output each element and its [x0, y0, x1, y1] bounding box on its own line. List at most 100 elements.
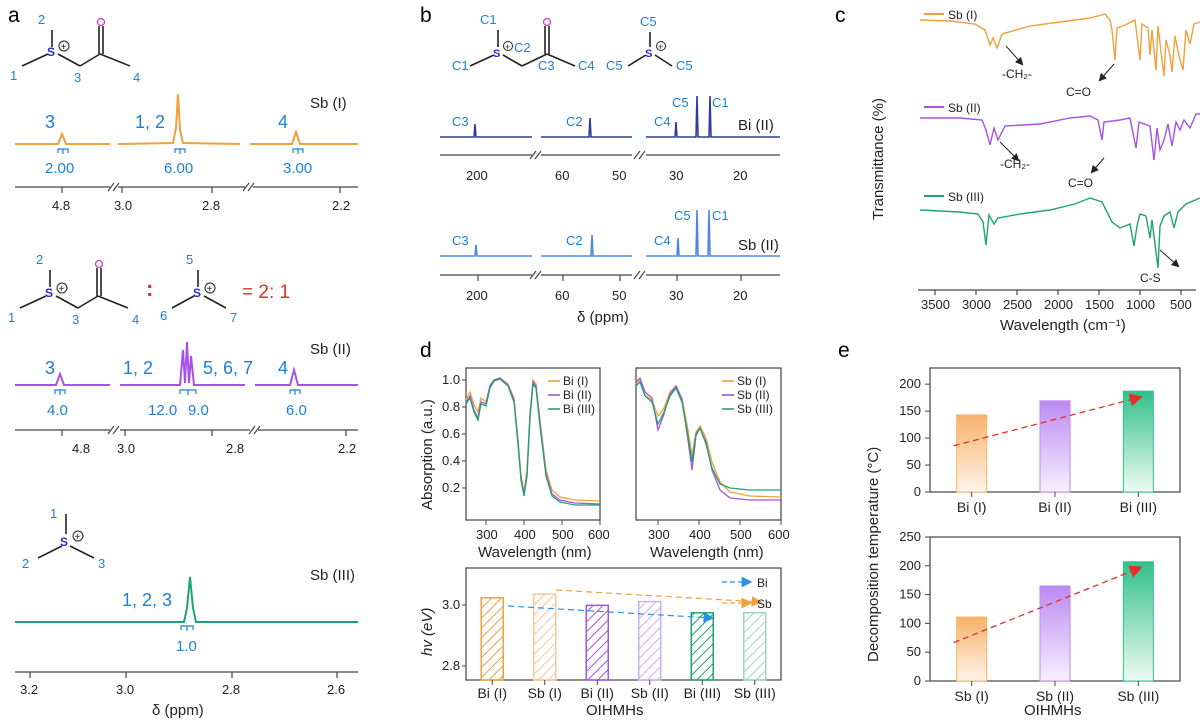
a-s1-peak: 1, 2: [135, 112, 165, 132]
a-s3-tick: 2.6: [327, 682, 345, 697]
b-tick: 30: [669, 168, 683, 183]
d-left-legend: Bi (I) Bi (II) Bi (III): [548, 374, 595, 416]
b-bi-peak: C3: [452, 114, 469, 129]
d-bar-category: Sb (I): [528, 685, 562, 701]
b-tick: 60: [555, 168, 569, 183]
b-molecules: [469, 26, 673, 67]
panel-b: S + S + C1 C2 C3 C4 C1 C5 C5 C5 Bi (II) …: [440, 12, 780, 326]
d-left-legend-item: Bi (I): [563, 374, 588, 388]
a-s3-peak: 1, 2, 3: [122, 590, 172, 610]
c-trace-sb1: [919, 13, 1200, 77]
a-s2-integral: 9.0: [188, 402, 209, 419]
c-tick: 3500: [921, 297, 950, 312]
e-bar: [1039, 585, 1071, 682]
d-bar-category: Bi (III): [684, 685, 721, 701]
e-category: Sb (I): [955, 688, 989, 704]
e-ytick-label: 150: [899, 403, 921, 418]
a-s3-tick: 3.0: [116, 682, 134, 697]
mol2-num: 4: [132, 312, 139, 327]
e-ytick-label: 0: [914, 673, 921, 688]
a-s2-peak: 4: [278, 358, 288, 378]
e-ytick-label: 50: [907, 457, 921, 472]
panel-e: Decomposition temperature (°C) Bi (I) Bi …: [865, 367, 1181, 719]
b-tick: 20: [733, 288, 747, 303]
panel-c: Transmittance (%) Sb (I) Sb (II) Sb (III…: [870, 8, 1200, 334]
b-sb-trace: [440, 209, 780, 257]
c-legend-sb1: Sb (I): [948, 8, 977, 22]
c-ann: C=O: [1068, 176, 1093, 190]
e-xlabel: OIHMHs: [1024, 702, 1082, 719]
b-tick: 60: [555, 288, 569, 303]
e-category: Sb (III): [1117, 688, 1159, 704]
c-axis: [918, 289, 1196, 295]
e-ytick-label: 200: [899, 376, 921, 391]
c-trace-sb2: [920, 113, 1200, 161]
d-bar: [690, 612, 714, 681]
a-s3-trace: [15, 576, 358, 623]
panel-label-d: d: [420, 339, 432, 362]
d-ytick: 0.2: [442, 480, 460, 495]
c-legend-sb2: Sb (II): [948, 101, 981, 115]
d-bar-ylabel: hv (eV): [419, 608, 436, 656]
d-left-xtick: 600: [588, 527, 610, 542]
mol2-num: 5: [186, 252, 193, 267]
mol1-num: 2: [38, 12, 45, 27]
b-sb-name: Sb (II): [738, 237, 779, 254]
d-right-legend-item: Sb (II): [737, 388, 770, 402]
b-bi-name: Bi (II): [738, 117, 774, 134]
e-trend-arrow: [953, 565, 1143, 644]
mol2-ratio: = 2: 1: [242, 282, 290, 303]
a-s2-integral: 4.0: [47, 402, 68, 419]
b-carbon-label: C4: [578, 58, 595, 73]
b-sb-peak: C1: [712, 208, 729, 223]
d-bar-axis: [462, 604, 466, 667]
panel-d: Absorption (a.u.) 1.0 0.8 0.6 0.4 0.2 30…: [419, 367, 790, 719]
d-right-legend-item: Sb (I): [737, 374, 766, 388]
d-bar-category: Bi (I): [477, 685, 507, 701]
mol2-num: 6: [160, 308, 167, 323]
b-bi-trace: [440, 95, 780, 138]
d-right-legend-item: Sb (III): [737, 402, 773, 416]
c-tick: 2000: [1044, 297, 1073, 312]
b-carbon-label: C2: [514, 40, 531, 55]
b-bi-peak: C2: [566, 114, 583, 129]
e-category: Bi (II): [1038, 499, 1071, 515]
molecule-1: [21, 26, 131, 67]
d-right-legend: Sb (I) Sb (II) Sb (III): [722, 374, 773, 416]
mol3-num: 1: [50, 506, 57, 521]
svg-text:+: +: [505, 42, 510, 52]
e-ytick-label: 100: [899, 430, 921, 445]
e-category: Bi (I): [957, 499, 987, 515]
mol2-num: 2: [36, 252, 43, 267]
mol3-num: 3: [98, 556, 105, 571]
a-s2-integral: 6.0: [286, 402, 307, 419]
d-left-legend-item: Bi (III): [563, 402, 595, 416]
mol2-num: 1: [8, 310, 15, 325]
a-s1-tick: 4.8: [52, 198, 70, 213]
e-ylabel: Decomposition temperature (°C): [865, 447, 882, 662]
b-carbon-label: C1: [452, 58, 469, 73]
b-bi-peak: C1: [712, 95, 729, 110]
a-s2-peak: 3: [45, 358, 55, 378]
panel-label-b: b: [420, 4, 432, 27]
c-ann: -CH₂-: [1000, 157, 1030, 171]
c-tick: 2500: [1003, 297, 1032, 312]
d-bar-category: Sb (II): [631, 685, 669, 701]
e-bar: [1122, 390, 1154, 493]
a-s1-trace: [15, 93, 358, 145]
c-xlabel: Wavelength (cm⁻¹): [1000, 317, 1126, 334]
d-bar-ytick: 3.0: [442, 597, 460, 612]
d-left-xlabel: Wavelength (nm): [478, 544, 592, 561]
c-legend-sb3: Sb (III): [948, 190, 984, 204]
d-ytick: 0.4: [442, 453, 460, 468]
molecule-3: [37, 514, 95, 559]
a-s3-name: Sb (III): [310, 567, 355, 584]
d-right-xlabel: Wavelength (nm): [650, 544, 764, 561]
d-left-axis: [462, 379, 601, 525]
b-sb-peak: C4: [654, 233, 671, 248]
a-s2-tick: 2.2: [338, 441, 356, 456]
c-ann: C=O: [1066, 85, 1091, 99]
a-s1-name: Sb (I): [310, 95, 347, 112]
a-s3-tick: 3.2: [20, 682, 38, 697]
